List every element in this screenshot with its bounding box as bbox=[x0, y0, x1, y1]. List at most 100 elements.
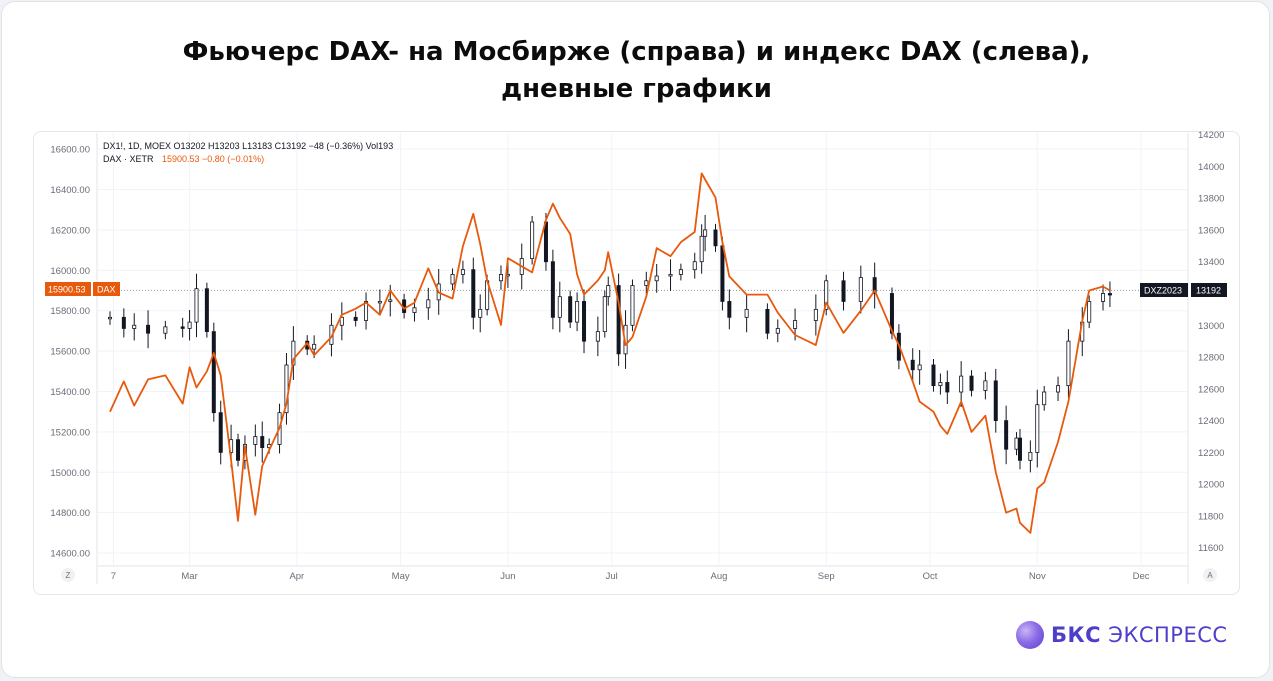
futures-candle-body bbox=[1107, 293, 1112, 296]
futures-candle-body bbox=[568, 296, 573, 323]
futures-candle-body bbox=[983, 380, 988, 391]
futures-candle-body bbox=[765, 308, 770, 334]
y-right-tick-label: 13600 bbox=[1198, 225, 1224, 236]
futures-candle-body bbox=[1035, 404, 1040, 453]
futures-candle-body bbox=[692, 261, 697, 271]
futures-candle-body bbox=[945, 382, 950, 393]
right-price-tag-value: 13192 bbox=[1196, 286, 1221, 296]
futures-candle-body bbox=[498, 274, 503, 282]
x-tick-label: Mar bbox=[181, 571, 197, 582]
futures-candle-body bbox=[595, 331, 600, 342]
futures-candle-body bbox=[530, 221, 535, 259]
futures-candle-body bbox=[889, 293, 894, 334]
bks-logo-icon bbox=[1016, 621, 1044, 649]
futures-candle-body bbox=[959, 375, 964, 393]
futures-candle-body bbox=[616, 285, 621, 355]
futures-candle-body bbox=[121, 316, 126, 329]
y-right-tick-label: 12000 bbox=[1198, 480, 1224, 491]
futures-candle-body bbox=[339, 316, 344, 326]
x-tick-label: Jun bbox=[500, 571, 515, 582]
y-right-tick-label: 12600 bbox=[1198, 384, 1224, 395]
chart-title: Фьючерс DAX- на Мосбирже (справа) и инде… bbox=[0, 34, 1273, 108]
futures-candle-body bbox=[236, 439, 241, 461]
futures-candle-body bbox=[132, 324, 137, 329]
x-tick-label: Jul bbox=[606, 571, 618, 582]
futures-candle-body bbox=[602, 296, 607, 333]
logo-product: ЭКСПРЕСС bbox=[1108, 623, 1228, 647]
x-tick-label: Sep bbox=[818, 571, 835, 582]
futures-candle-body bbox=[412, 307, 417, 313]
futures-candle-body bbox=[187, 321, 192, 329]
futures-candle-body bbox=[388, 299, 393, 302]
y-left-tick-label: 14600.00 bbox=[50, 549, 90, 560]
futures-candle-body bbox=[1004, 420, 1009, 450]
futures-candle-body bbox=[727, 301, 732, 318]
futures-candle-body bbox=[312, 343, 317, 350]
auto-scale-label: A bbox=[1207, 571, 1213, 580]
futures-candle-body bbox=[1101, 293, 1106, 302]
candle-layer bbox=[108, 212, 1112, 473]
futures-candle-body bbox=[630, 285, 635, 326]
futures-candle-body bbox=[654, 275, 659, 282]
right-name-tag: DXZ2023 bbox=[1144, 286, 1182, 296]
zoom-corner-label: Z bbox=[66, 571, 71, 580]
line-layer bbox=[109, 172, 1111, 534]
chart-panel bbox=[33, 131, 1240, 595]
x-tick-label: Apr bbox=[289, 571, 304, 582]
futures-candle-body bbox=[550, 261, 555, 318]
futures-candle-body bbox=[910, 359, 915, 371]
futures-candle-body bbox=[253, 436, 258, 445]
legend-futures: DX1!, 1D, MOEX O13202 H13203 L13183 C131… bbox=[103, 141, 393, 151]
futures-candle-body bbox=[194, 288, 199, 323]
y-right-tick-label: 13400 bbox=[1198, 257, 1224, 268]
futures-candle-body bbox=[450, 274, 455, 285]
futures-candle-body bbox=[872, 277, 877, 294]
futures-candle-body bbox=[543, 221, 548, 263]
left-name-tag-bg bbox=[93, 282, 120, 296]
logo-text: БКС ЭКСПРЕСС bbox=[1051, 623, 1228, 647]
futures-candle-body bbox=[377, 301, 382, 304]
auto-scale-button[interactable]: A bbox=[1203, 568, 1217, 582]
futures-candle-body bbox=[841, 280, 846, 302]
futures-candle-body bbox=[668, 274, 673, 277]
y-left-tick-label: 15000.00 bbox=[50, 468, 90, 479]
y-left-tick-label: 15600.00 bbox=[50, 347, 90, 358]
futures-candle-body bbox=[146, 324, 151, 334]
futures-candle-body bbox=[938, 382, 943, 387]
zoom-corner-button[interactable]: Z bbox=[61, 568, 75, 582]
y-left-tick-label: 15200.00 bbox=[50, 427, 90, 438]
futures-candle-body bbox=[582, 301, 587, 342]
y-right-tick-label: 14000 bbox=[1198, 162, 1224, 173]
y-left-tick-label: 16200.00 bbox=[50, 225, 90, 236]
futures-candle-body bbox=[713, 229, 718, 247]
futures-candle-body bbox=[163, 326, 168, 334]
y-left-tick-label: 15800.00 bbox=[50, 306, 90, 317]
y-right-tick-label: 14200 bbox=[1198, 130, 1224, 141]
futures-candle-body bbox=[824, 280, 829, 310]
futures-candle-body bbox=[993, 380, 998, 422]
futures-candle-body bbox=[211, 331, 216, 414]
bks-express-logo: БКС ЭКСПРЕСС bbox=[1016, 620, 1228, 650]
x-tick-label: Dec bbox=[1133, 571, 1150, 582]
futures-candle-body bbox=[699, 235, 704, 263]
y-right-tick-label: 13000 bbox=[1198, 321, 1224, 332]
y-left-tick-label: 16000.00 bbox=[50, 266, 90, 277]
futures-candle-body bbox=[260, 436, 265, 449]
grid-layer bbox=[97, 133, 1188, 566]
futures-candle-body bbox=[575, 301, 580, 323]
y-right-tick-label: 12200 bbox=[1198, 448, 1224, 459]
futures-candle-body bbox=[858, 277, 863, 302]
dax-index-line bbox=[109, 172, 1111, 534]
right-price-tag-bg bbox=[1191, 283, 1227, 297]
futures-candle-body bbox=[426, 299, 431, 309]
y-right-tick-label: 11600 bbox=[1198, 543, 1224, 554]
futures-candle-body bbox=[478, 308, 483, 318]
futures-candle-body bbox=[644, 280, 649, 286]
futures-candle-body bbox=[703, 229, 708, 237]
title-line-2: дневные графики bbox=[501, 74, 772, 104]
axis-layer: 16600.00 16400.00 16200.00 16000.00 15800.00… bbox=[50, 130, 1224, 584]
futures-candle-body bbox=[1056, 385, 1061, 393]
title-line-1: Фьючерс DAX- на Мосбирже (справа) и инде… bbox=[182, 37, 1091, 67]
futures-candle-body bbox=[557, 296, 562, 318]
